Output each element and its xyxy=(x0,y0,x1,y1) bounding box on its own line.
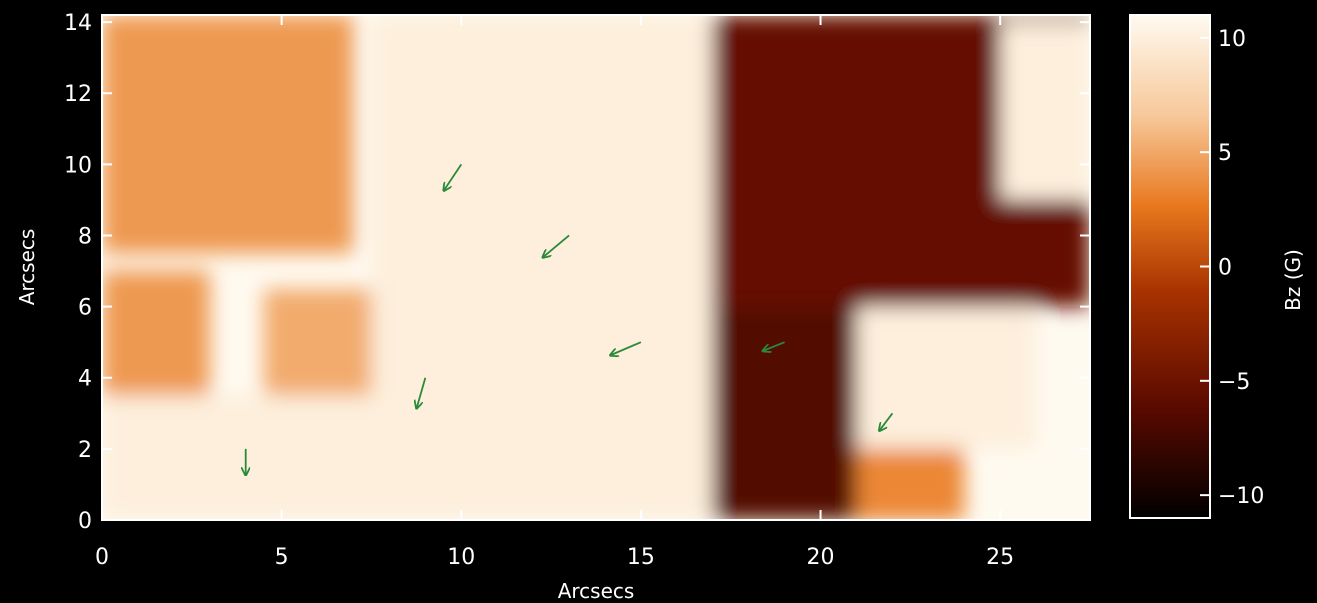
y-tick-label: 2 xyxy=(78,438,92,463)
field-vector-arrow xyxy=(417,377,427,409)
y-axis: 0 2 4 6 8 10 12 14 xyxy=(64,11,1090,534)
x-tick-label: 25 xyxy=(986,545,1014,570)
x-tick-label: 0 xyxy=(95,545,109,570)
colorbar-ticks: 10 5 0 −5 −10 xyxy=(1200,27,1264,509)
colorbar-title: Bz (G) xyxy=(1281,249,1305,311)
bz-region xyxy=(263,288,372,396)
y-tick-label: 6 xyxy=(78,296,92,321)
y-tick-label: 4 xyxy=(78,367,92,392)
bz-region xyxy=(371,15,713,520)
x-tick-label: 10 xyxy=(447,545,475,570)
y-axis-title: Arcsecs xyxy=(15,229,39,306)
field-vector-arrow xyxy=(763,341,785,351)
y-tick-label: 8 xyxy=(78,224,92,249)
colorbar-tick-label: −5 xyxy=(1218,370,1250,395)
plot-frame xyxy=(101,14,1091,521)
x-tick-label: 5 xyxy=(275,545,289,570)
bz-region xyxy=(1000,22,1090,200)
bz-region xyxy=(712,306,857,520)
colorbar-tick-label: 10 xyxy=(1218,27,1246,52)
bz-region xyxy=(102,271,210,396)
x-axis-title: Arcsecs xyxy=(558,579,635,603)
y-tick-label: 0 xyxy=(78,509,92,534)
field-vector-arrow xyxy=(543,234,570,257)
colorbar-gradient xyxy=(1130,15,1210,518)
field-vector-arrow xyxy=(879,412,894,431)
x-tick-label: 20 xyxy=(807,545,835,570)
y-tick-label: 10 xyxy=(64,153,92,178)
colorbar-tick-label: 5 xyxy=(1218,141,1232,166)
colorbar-tick-label: −10 xyxy=(1218,484,1264,509)
vector-arrows xyxy=(246,163,894,475)
bz-map xyxy=(101,14,1091,521)
y-tick-label: 12 xyxy=(64,82,92,107)
bz-region xyxy=(102,15,354,254)
map-regions xyxy=(102,15,1090,520)
x-tick-label: 15 xyxy=(627,545,655,570)
colorbar-tick-label: 0 xyxy=(1218,256,1232,281)
colorbar: 10 5 0 −5 −10 xyxy=(1129,14,1264,519)
x-axis: 0 5 10 15 20 25 xyxy=(95,15,1014,570)
y-tick-label: 14 xyxy=(64,11,92,36)
field-vector-arrow xyxy=(610,341,642,355)
field-vector-arrow xyxy=(444,163,463,190)
bz-region xyxy=(856,448,965,520)
bz-region xyxy=(856,306,1037,449)
bz-region xyxy=(102,395,372,520)
